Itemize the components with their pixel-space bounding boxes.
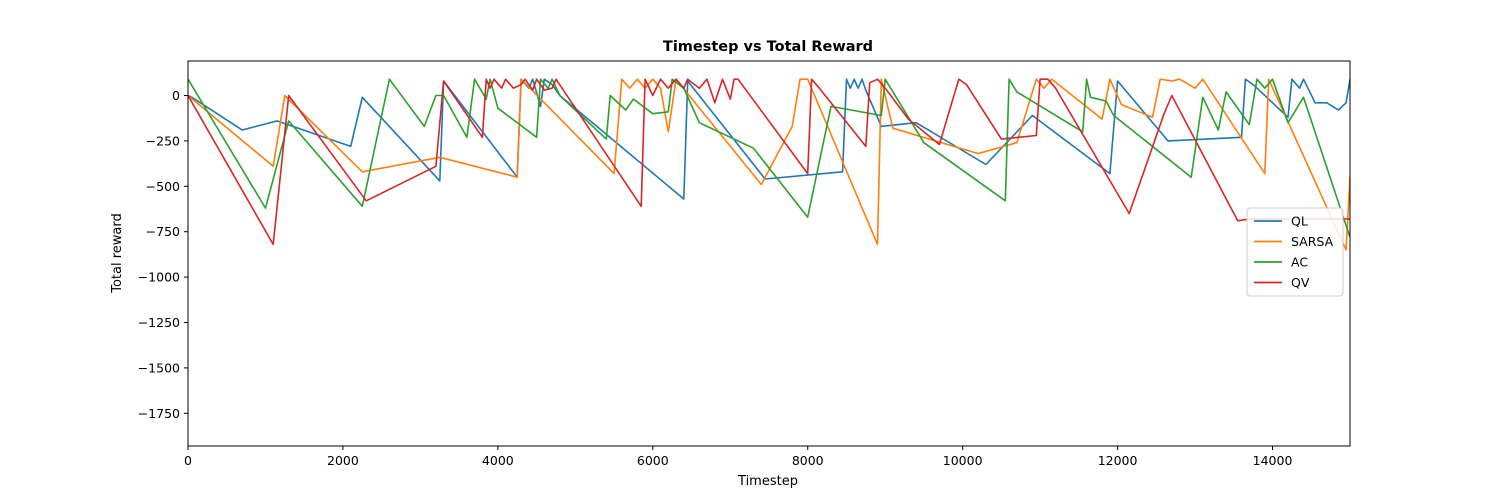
y-tick-label: −500 bbox=[146, 179, 180, 194]
y-tick-label: −1250 bbox=[138, 315, 180, 330]
axes-frame bbox=[187, 60, 1351, 447]
series-line-qv bbox=[188, 78, 1350, 246]
series-line-ac bbox=[188, 78, 1350, 238]
series-line-sarsa bbox=[188, 78, 1350, 251]
series-layer bbox=[188, 78, 1350, 251]
legend-label-sarsa: SARSA bbox=[1291, 234, 1334, 249]
x-axis-label: Timestep bbox=[737, 474, 798, 489]
y-tick-label: −750 bbox=[146, 224, 180, 239]
series-line-ql bbox=[188, 78, 1350, 200]
x-tick-label: 12000 bbox=[1098, 453, 1138, 468]
plot-area bbox=[187, 60, 1351, 447]
y-axis-label: Total reward bbox=[110, 213, 125, 294]
y-tick-label: 0 bbox=[172, 88, 180, 103]
x-tick-label: 14000 bbox=[1253, 453, 1293, 468]
y-tick-label: −1000 bbox=[138, 270, 180, 285]
legend-items: QL SARSA AC QV bbox=[1254, 214, 1334, 290]
chart-title: Timestep vs Total Reward bbox=[663, 39, 873, 55]
x-tick-label: 0 bbox=[184, 453, 192, 468]
x-tick-label: 2000 bbox=[327, 453, 359, 468]
legend-label-qv: QV bbox=[1291, 275, 1310, 290]
legend-label-ql: QL bbox=[1291, 214, 1308, 229]
x-tick-label: 6000 bbox=[637, 453, 669, 468]
x-tick-label: 10000 bbox=[943, 453, 983, 468]
x-tick-label: 8000 bbox=[792, 453, 824, 468]
x-axis-ticks: 0 2000 4000 6000 8000 10000 12000 14000 bbox=[184, 446, 1292, 468]
x-tick-label: 4000 bbox=[482, 453, 514, 468]
y-tick-label: −1750 bbox=[138, 406, 180, 421]
legend: QL SARSA AC QV bbox=[1246, 207, 1344, 297]
y-axis-ticks: 0 −250 −500 −750 −1000 −1250 −1500 −1750 bbox=[138, 88, 188, 421]
y-tick-label: −250 bbox=[146, 133, 180, 148]
legend-label-ac: AC bbox=[1291, 255, 1308, 270]
legend-box bbox=[1246, 207, 1344, 297]
y-tick-label: −1500 bbox=[138, 360, 180, 375]
